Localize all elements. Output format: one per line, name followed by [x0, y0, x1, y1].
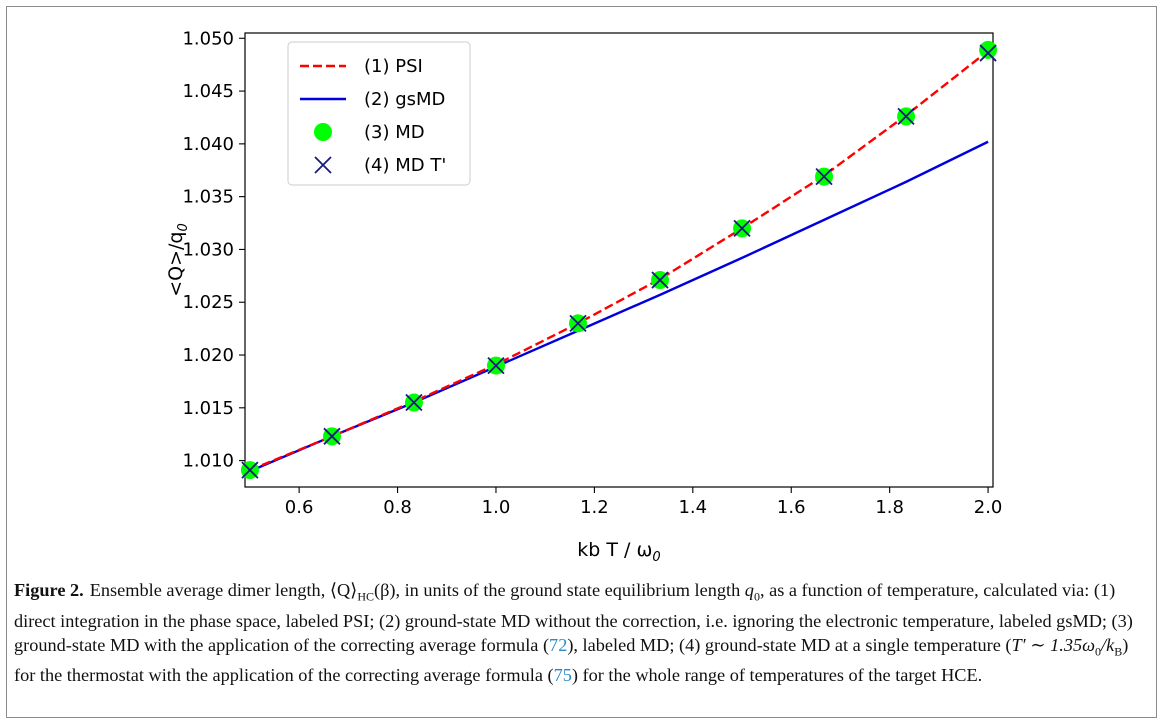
- caption-kb: /k: [1101, 634, 1115, 655]
- y-tick-label: 1.030: [182, 239, 234, 260]
- data-point-md-tprime: [569, 314, 587, 332]
- legend-label: (1) PSI: [364, 56, 423, 77]
- caption-label: Figure 2.: [14, 580, 84, 600]
- y-tick-label: 1.025: [182, 292, 234, 313]
- data-point-md-tprime: [405, 393, 423, 412]
- series-group: [249, 50, 989, 473]
- legend-key-md-tprime: [314, 156, 332, 174]
- y-axis-label: <Q>/q0: [165, 223, 191, 297]
- caption-tprime: T′ ∼ 1.35ω: [1011, 634, 1096, 655]
- legend-key-md: [314, 123, 332, 141]
- y-tick-label: 1.010: [182, 451, 234, 472]
- plot-area-frame: [244, 32, 994, 488]
- data-point-md: [979, 40, 998, 59]
- caption-text-3: , as a function of temperature, calculat…: [14, 580, 1133, 655]
- legend-label: (2) gsMD: [364, 89, 445, 110]
- caption-text-5: ) for the thermostat with the applicatio…: [14, 634, 1129, 686]
- y-tick-label: 1.050: [182, 28, 234, 49]
- caption-ref-72[interactable]: 72: [549, 634, 568, 655]
- legend-label: (3) MD: [364, 122, 425, 143]
- x-axis-label: kb T / ω0: [577, 539, 660, 565]
- x-tick-label: 0.8: [383, 497, 412, 518]
- data-point-md-tprime: [897, 107, 915, 126]
- y-tick-label: 1.020: [182, 345, 234, 366]
- x-tick-label: 1.0: [482, 497, 511, 518]
- legend-label: (4) MD T': [364, 155, 446, 176]
- y-tick-label: 1.015: [182, 398, 234, 419]
- data-point-md-tprime: [733, 219, 751, 237]
- y-tick-label: 1.035: [182, 187, 234, 208]
- caption-text-6: ) for the whole range of temperatures of…: [571, 665, 983, 686]
- data-point-md-tprime: [979, 44, 997, 62]
- data-point-md-tprime: [487, 356, 505, 375]
- x-tick-label: 1.8: [875, 497, 904, 518]
- x-tick-label: 1.2: [580, 497, 609, 518]
- caption-text-2: (β), in units of the ground state equili…: [373, 580, 745, 600]
- data-point-md-tprime: [241, 461, 259, 479]
- y-tick-label: 1.040: [182, 134, 234, 155]
- x-tick-label: 0.6: [285, 497, 314, 518]
- x-tick-label: 1.6: [777, 497, 806, 518]
- caption-text-4: ), labeled MD; (4) ground-state MD at a …: [567, 634, 1012, 655]
- caption-sub-hc: HC: [357, 589, 374, 604]
- data-point-md-tprime: [323, 427, 341, 445]
- caption-q-sub: 0: [753, 589, 760, 604]
- series-line-gsmd: [249, 140, 989, 473]
- y-tick-label: 1.045: [182, 81, 234, 102]
- caption-tprime-sub: 0: [1095, 644, 1102, 659]
- caption-text-1: Ensemble average dimer length, ⟨Q⟩: [89, 580, 358, 600]
- caption-q: q: [744, 580, 754, 600]
- data-point-md-tprime: [651, 271, 669, 289]
- chart: 0.6 0.8 1.0 1.2 1.4 1.6 1.8 2.0 1.010 1.015 1.020 1…: [165, 28, 1003, 565]
- x-tick-label: 1.4: [678, 497, 707, 518]
- caption-ref-75[interactable]: 75: [553, 665, 572, 686]
- x-tick-label: 2.0: [974, 497, 1003, 518]
- data-point-md-tprime: [815, 167, 833, 186]
- figure-frame: [6, 6, 1157, 718]
- caption-kb-sub: B: [1114, 644, 1123, 659]
- figure-caption: Figure 2. Ensemble average dimer length, …: [14, 578, 1134, 687]
- series-line-psi: [249, 50, 989, 472]
- legend-box: [287, 41, 471, 186]
